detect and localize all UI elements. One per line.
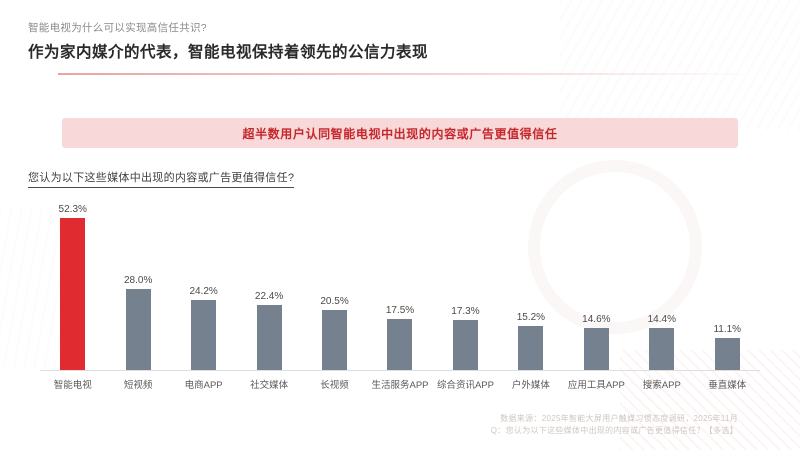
bar-column: 24.2%	[171, 286, 236, 370]
bar-综合资讯APP	[452, 320, 478, 370]
page-title: 作为家内媒介的代表，智能电视保持着领先的公信力表现	[28, 44, 429, 61]
bar-电商APP	[191, 300, 217, 370]
bar-垂直媒体	[714, 338, 740, 370]
bar-category-label: 长视频	[320, 380, 349, 391]
bar-category-label: 电商APP	[184, 380, 223, 391]
bar-生活服务APP	[387, 319, 413, 370]
bar-chart: 52.3% 28.0% 24.2% 22.4% 20.5% 17.5% 17.3% 15.2%…	[40, 198, 760, 391]
bar-category-label: 综合资讯APP	[436, 380, 494, 391]
source-note: 数据来源：2025年智能大屏用户触媒习惯态度调研，2025年11月 Q：您认为以…	[491, 413, 738, 437]
bar-短视频	[125, 289, 151, 370]
bar-value-label: 17.3%	[451, 306, 480, 317]
chart-question: 您认为以下这些媒体中出现的内容或广告更值得信任?	[28, 169, 295, 188]
bar-value-label: 15.2%	[516, 312, 546, 323]
bar-搜索APP	[649, 328, 675, 370]
watermark-texture-top-right	[560, 0, 800, 130]
source-line-1: 数据来源：2025年智能大屏用户触媒习惯态度调研，2025年11月	[500, 414, 738, 423]
bar-category-label: 垂直媒体	[708, 380, 747, 391]
title-divider	[58, 73, 744, 75]
bar-category-label: 户外媒体	[511, 380, 550, 391]
bar-category-label: 搜索APP	[642, 380, 681, 391]
bar-户外媒体	[518, 326, 544, 370]
bar-value-label: 24.2%	[189, 286, 218, 297]
bar-value-label: 14.6%	[582, 314, 611, 325]
bar-column: 15.2%	[498, 312, 563, 370]
bar-应用工具APP	[583, 328, 609, 370]
bar-column: 17.5%	[367, 305, 432, 370]
bar-category-label: 生活服务APP	[371, 380, 429, 391]
bar-智能电视	[60, 218, 86, 370]
watermark-texture-left	[0, 210, 60, 370]
bar-column: 52.3%	[40, 204, 105, 370]
highlight-banner-text: 超半数用户认同智能电视中出现的内容或广告更值得信任	[242, 126, 558, 141]
bar-chart-labels: 智能电视 短视频 电商APP 社交媒体 长视频 生活服务APP 综合资讯APP 户外媒体 应用工…	[40, 371, 760, 391]
bar-value-label: 52.3%	[58, 204, 87, 215]
bar-category-label: 智能电视	[53, 380, 92, 391]
bar-column: 11.1%	[695, 324, 760, 370]
bar-category-label: 社交媒体	[250, 380, 289, 391]
bar-长视频	[322, 310, 348, 370]
bar-value-label: 28.0%	[124, 275, 153, 286]
bar-value-label: 14.4%	[647, 314, 676, 325]
bar-社交媒体	[256, 305, 282, 370]
bar-value-label: 17.5%	[385, 305, 415, 316]
bar-column: 17.3%	[433, 306, 498, 370]
bar-value-label: 11.1%	[713, 324, 742, 335]
bar-column: 14.6%	[564, 314, 629, 370]
bar-value-label: 20.5%	[320, 296, 349, 307]
bar-value-label: 22.4%	[254, 291, 284, 302]
bar-column: 14.4%	[629, 314, 694, 370]
bar-category-label: 短视频	[123, 380, 153, 391]
slide-kicker: 智能电视为什么可以实现高信任共识?	[28, 22, 207, 34]
bar-column: 28.0%	[105, 275, 170, 370]
bar-chart-bars: 52.3% 28.0% 24.2% 22.4% 20.5% 17.5% 17.3% 15.2%…	[40, 198, 760, 371]
bar-column: 22.4%	[236, 291, 301, 370]
bar-category-label: 应用工具APP	[567, 380, 625, 391]
bar-column: 20.5%	[302, 296, 367, 370]
source-line-2: Q：您认为以下这些媒体中出现的内容或广告更值得信任？【多选】	[490, 426, 738, 435]
highlight-banner: 超半数用户认同智能电视中出现的内容或广告更值得信任	[62, 118, 738, 148]
